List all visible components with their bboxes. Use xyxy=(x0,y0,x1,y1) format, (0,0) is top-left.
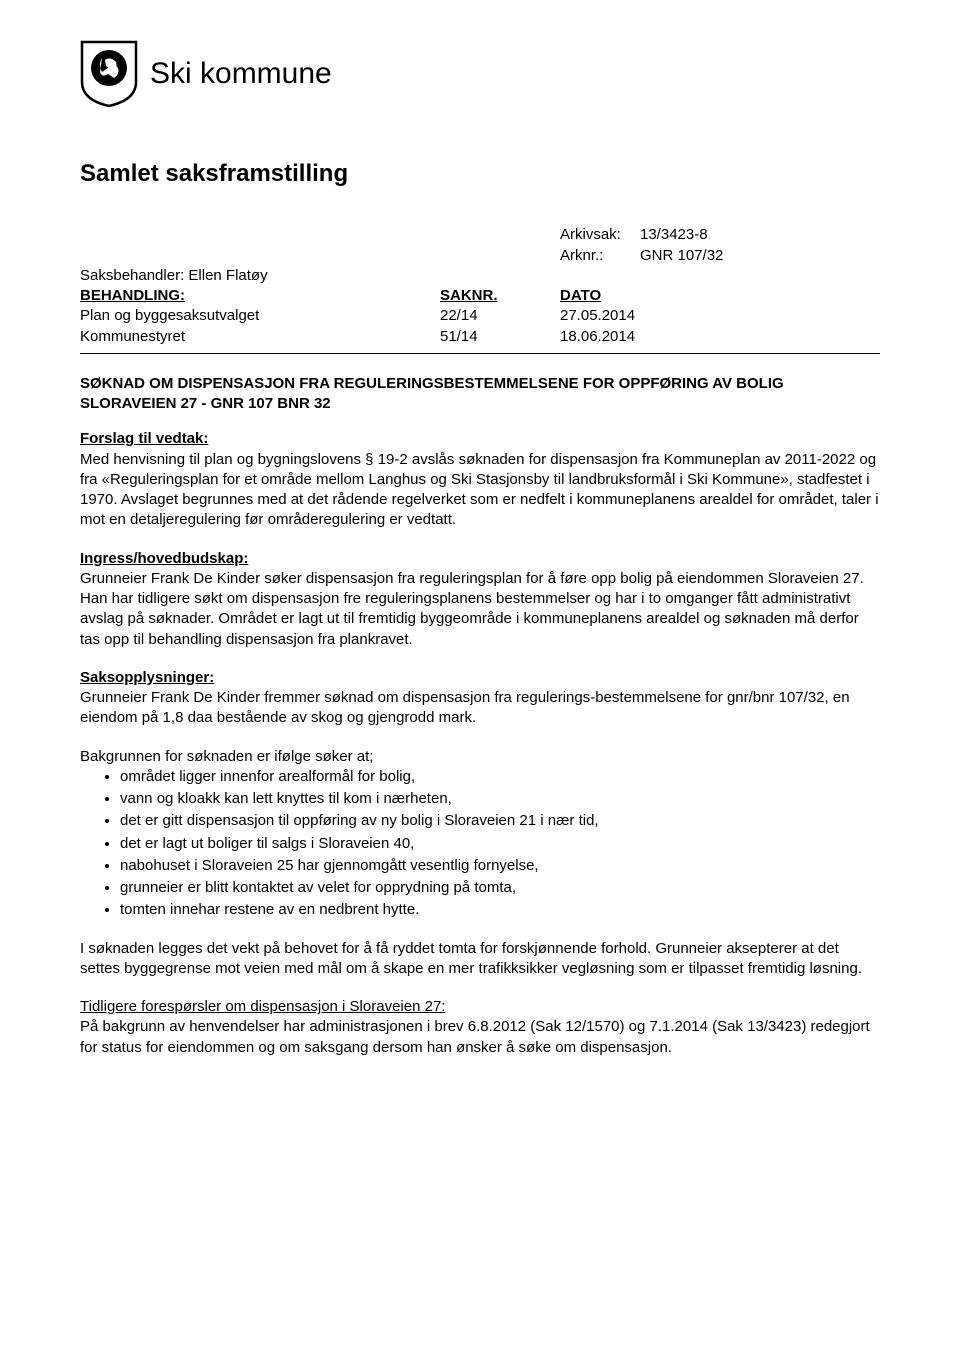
behandling-row: Kommunestyret 51/14 18.06.2014 xyxy=(80,327,880,347)
arknr-label: Arknr.: xyxy=(560,246,640,266)
organization-name: Ski kommune xyxy=(150,54,332,95)
document-title: Samlet saksframstilling xyxy=(80,158,880,190)
behandling-body: Kommunestyret xyxy=(80,327,440,347)
dato-label: DATO xyxy=(560,286,680,306)
behandling-label: BEHANDLING: xyxy=(80,286,440,306)
behandling-saknr: 22/14 xyxy=(440,306,560,326)
list-item: vann og kloakk kan lett knyttes til kom … xyxy=(120,789,880,809)
behandling-row: Plan og byggesaksutvalget 22/14 27.05.20… xyxy=(80,306,880,326)
behandling-body: Plan og byggesaksutvalget xyxy=(80,306,440,326)
saksopplysninger-title: Saksopplysninger: xyxy=(80,668,880,688)
archive-row-1: Arkivsak: 13/3423-8 xyxy=(80,225,880,245)
list-item: tomten innehar restene av en nedbrent hy… xyxy=(120,900,880,920)
tidligere-section: Tidligere forespørsler om dispensasjon i… xyxy=(80,997,880,1058)
behandling-dato: 27.05.2014 xyxy=(560,306,680,326)
behandling-dato: 18.06.2014 xyxy=(560,327,680,347)
archive-row-2: Arknr.: GNR 107/32 xyxy=(80,246,880,266)
list-item: grunneier er blitt kontaktet av velet fo… xyxy=(120,878,880,898)
ingress-text: Grunneier Frank De Kinder søker dispensa… xyxy=(80,569,880,650)
bakgrunn-intro: Bakgrunnen for søknaden er ifølge søker … xyxy=(80,747,880,767)
arkivsak-label: Arkivsak: xyxy=(560,225,640,245)
tidligere-text: På bakgrunn av henvendelser har administ… xyxy=(80,1017,880,1058)
document-header: Ski kommune xyxy=(80,40,880,108)
shield-logo-icon xyxy=(80,40,138,108)
list-item: det er lagt ut boliger til salgs i Slora… xyxy=(120,834,880,854)
tidligere-title: Tidligere forespørsler om dispensasjon i… xyxy=(80,997,880,1017)
forslag-text: Med henvisning til plan og bygningsloven… xyxy=(80,450,880,531)
ingress-section: Ingress/hovedbudskap: Grunneier Frank De… xyxy=(80,549,880,650)
arkivsak-value: 13/3423-8 xyxy=(640,225,760,245)
list-item: området ligger innenfor arealformål for … xyxy=(120,767,880,787)
saknr-label: SAKNR. xyxy=(440,286,560,306)
list-item: nabohuset i Sloraveien 25 har gjennomgåt… xyxy=(120,856,880,876)
list-item: det er gitt dispensasjon til oppføring a… xyxy=(120,811,880,831)
forslag-title: Forslag til vedtak: xyxy=(80,429,880,449)
case-title: SØKNAD OM DISPENSASJON FRA REGULERINGSBE… xyxy=(80,374,880,415)
saksbehandler: Saksbehandler: Ellen Flatøy xyxy=(80,266,880,286)
behandling-saknr: 51/14 xyxy=(440,327,560,347)
forslag-section: Forslag til vedtak: Med henvisning til p… xyxy=(80,429,880,530)
saksopplysninger-text: Grunneier Frank De Kinder fremmer søknad… xyxy=(80,688,880,729)
divider xyxy=(80,353,880,354)
behandling-header-row: BEHANDLING: SAKNR. DATO xyxy=(80,286,880,306)
ingress-title: Ingress/hovedbudskap: xyxy=(80,549,880,569)
soknad-text: I søknaden legges det vekt på behovet fo… xyxy=(80,939,880,980)
bakgrunn-bullets: området ligger innenfor arealformål for … xyxy=(80,767,880,921)
saksopplysninger-section: Saksopplysninger: Grunneier Frank De Kin… xyxy=(80,668,880,729)
arknr-value: GNR 107/32 xyxy=(640,246,760,266)
